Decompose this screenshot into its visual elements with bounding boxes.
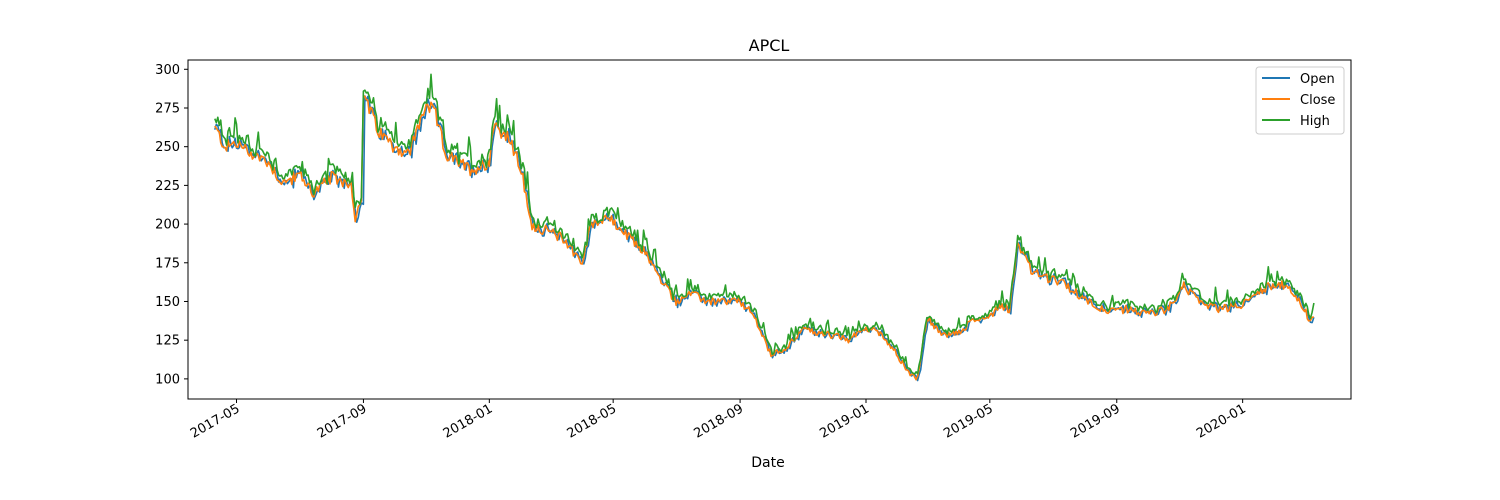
- legend-box: [1255, 66, 1345, 135]
- y-tick-label: 125: [155, 334, 180, 349]
- legend-label-open: Open: [1300, 72, 1335, 87]
- y-tick-label: 300: [155, 63, 180, 78]
- chart-title: APCL: [749, 36, 790, 55]
- legend: Open Close High: [1255, 66, 1345, 135]
- y-tick-label: 150: [155, 295, 180, 310]
- y-tick-label: 200: [155, 218, 180, 233]
- y-axis: 100 125 150 175 200 225 250 275 300: [155, 63, 188, 387]
- y-tick-label: 275: [155, 101, 180, 116]
- plot-frame: [187, 59, 1352, 400]
- y-tick-label: 250: [155, 140, 180, 155]
- x-axis-title: Date: [751, 455, 784, 471]
- legend-label-high: High: [1300, 114, 1330, 129]
- y-tick-label: 175: [155, 256, 180, 271]
- y-tick-label: 225: [155, 179, 180, 194]
- legend-label-close: Close: [1300, 93, 1335, 108]
- series-close-line: [214, 94, 1315, 381]
- series-high-line: [214, 73, 1315, 375]
- y-tick-label: 100: [155, 372, 180, 387]
- series-layer: [214, 73, 1315, 382]
